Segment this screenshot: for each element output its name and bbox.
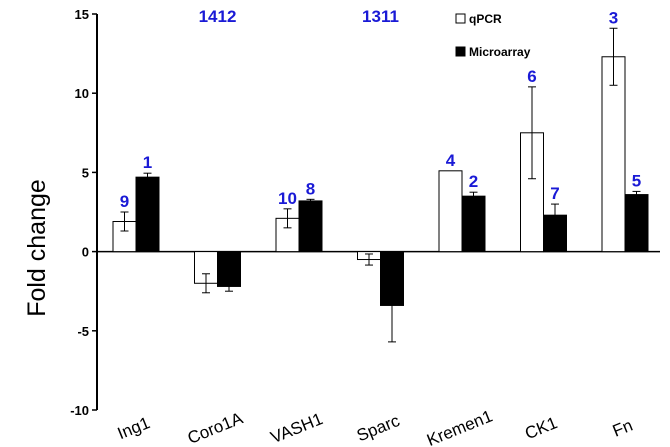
bar <box>624 194 649 253</box>
category-label: Coro1A <box>185 408 246 447</box>
data-annotation: 10 <box>278 189 297 208</box>
y-tick-label: 0 <box>82 245 89 260</box>
data-annotation: 5 <box>632 171 641 190</box>
legend-label-qpcr: qPCR <box>469 12 502 26</box>
legend-swatch-microarray <box>455 46 466 57</box>
y-tick-label: 5 <box>82 165 89 180</box>
y-tick-label: 15 <box>75 7 89 22</box>
data-annotation: 8 <box>306 179 315 198</box>
category-label: Ing1 <box>115 413 153 443</box>
data-annotation: 1 <box>143 153 152 172</box>
error-bars <box>120 27 641 343</box>
data-annotation: 9 <box>120 192 129 211</box>
category-label: CK1 <box>522 413 560 443</box>
bar <box>135 176 160 253</box>
data-annotation: 6 <box>527 67 536 86</box>
y-tick-label: -10 <box>70 403 89 418</box>
bar <box>298 200 323 253</box>
legend-label-microarray: Microarray <box>469 45 531 59</box>
bar <box>601 56 626 253</box>
bar <box>461 195 486 253</box>
y-tick-label: 10 <box>75 86 89 101</box>
y-tick-label: -5 <box>77 324 89 339</box>
data-annotation: 3 <box>609 8 618 27</box>
category-label: Sparc <box>354 411 403 445</box>
top-annotation: 1412 <box>199 7 237 26</box>
category-label: Kremen1 <box>424 406 495 447</box>
top-annotation: 1311 <box>362 7 399 26</box>
legend: qPCR Microarray <box>455 12 531 59</box>
bar <box>438 170 463 253</box>
data-annotation: 2 <box>469 172 478 191</box>
bars <box>112 56 649 306</box>
category-label: Fn <box>610 416 636 441</box>
annotations: 9 1 10 8 42 6 7 3 5 1412 1311 <box>120 7 641 211</box>
category-label: VASH1 <box>268 409 326 447</box>
data-annotation: 4 <box>446 151 456 170</box>
y-axis-label: Fold change <box>23 179 51 317</box>
data-annotation: 7 <box>550 184 559 203</box>
legend-swatch-qpcr <box>455 13 466 24</box>
